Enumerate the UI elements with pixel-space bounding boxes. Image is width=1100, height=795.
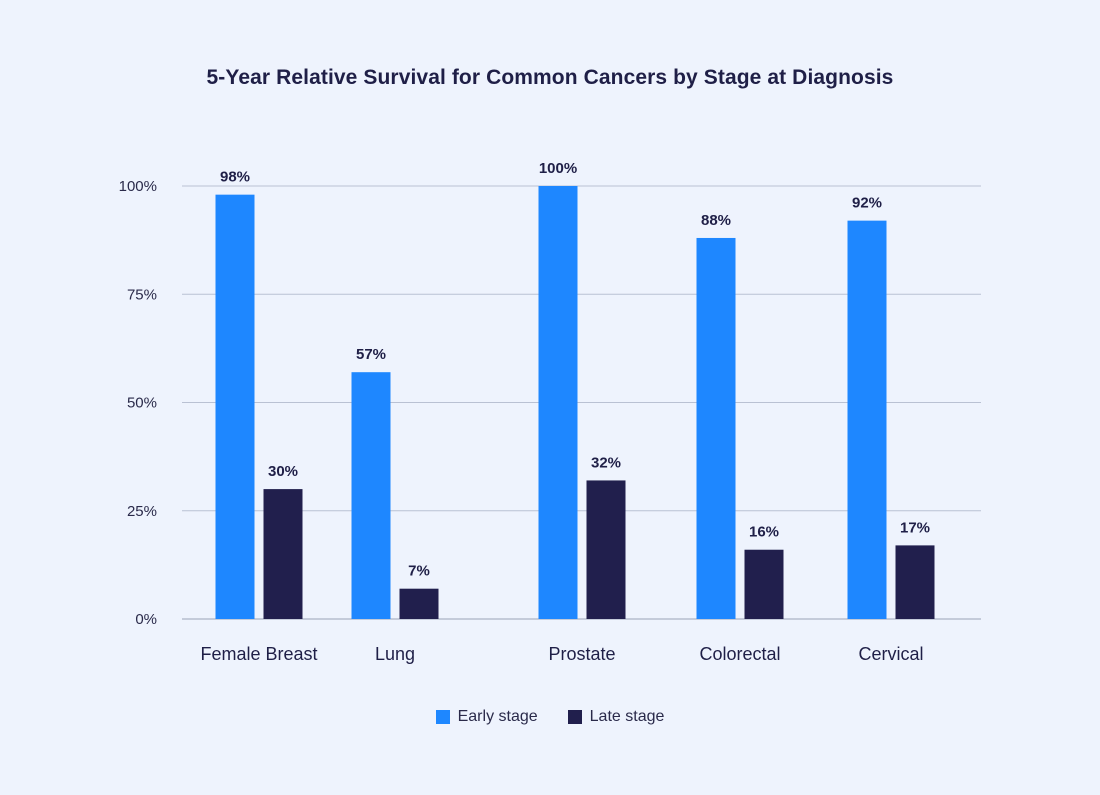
- data-label: 100%: [539, 160, 577, 177]
- x-tick-label: Lung: [375, 644, 415, 664]
- y-tick-label: 100%: [119, 178, 157, 195]
- y-tick-label: 0%: [135, 611, 157, 628]
- data-label: 32%: [591, 454, 621, 471]
- x-tick-label: Female Breast: [200, 644, 317, 664]
- bar-early: [847, 220, 887, 619]
- x-tick-label: Cervical: [858, 644, 923, 664]
- legend: Early stage Late stage: [0, 708, 1100, 726]
- bar-late: [586, 480, 626, 619]
- data-label: 98%: [220, 169, 250, 186]
- bar-early: [538, 186, 578, 619]
- legend-swatch-early: [435, 710, 450, 724]
- data-label: 17%: [900, 519, 930, 536]
- data-label: 16%: [749, 524, 779, 541]
- bar-early: [351, 372, 391, 619]
- y-tick-label: 50%: [127, 395, 157, 412]
- bar-early: [696, 237, 736, 619]
- legend-label-early: Early stage: [457, 708, 538, 725]
- x-tick-label: Colorectal: [699, 644, 780, 664]
- bar-late: [744, 549, 784, 619]
- data-label: 57%: [356, 346, 386, 363]
- chart-title: 5-Year Relative Survival for Common Canc…: [206, 66, 894, 89]
- y-tick-label: 75%: [127, 286, 157, 303]
- legend-item-late: Late stage: [567, 708, 665, 726]
- bar-late: [399, 588, 439, 619]
- data-label: 88%: [701, 212, 731, 229]
- data-label: 7%: [408, 563, 430, 580]
- legend-item-early: Early stage: [435, 708, 538, 726]
- bar-late: [895, 545, 935, 619]
- data-label: 92%: [852, 195, 882, 212]
- bar-late: [263, 489, 303, 619]
- data-label: 30%: [268, 463, 298, 480]
- bar-early: [215, 194, 255, 619]
- legend-swatch-late: [567, 710, 582, 724]
- y-tick-label: 25%: [127, 503, 157, 520]
- x-tick-label: Prostate: [548, 644, 615, 664]
- legend-label-late: Late stage: [589, 708, 665, 725]
